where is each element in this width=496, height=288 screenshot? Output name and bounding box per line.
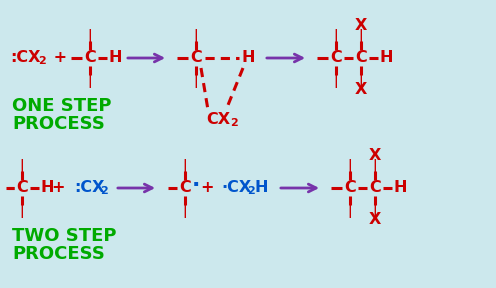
- Text: X: X: [355, 82, 367, 98]
- Text: TWO STEP: TWO STEP: [12, 227, 117, 245]
- Text: H: H: [40, 181, 54, 196]
- Text: |: |: [348, 204, 352, 217]
- Text: |: |: [183, 158, 187, 171]
- Text: C: C: [344, 181, 356, 196]
- Text: :CX: :CX: [10, 50, 41, 65]
- Text: 2: 2: [38, 56, 46, 66]
- Text: +: +: [48, 50, 67, 65]
- Text: C: C: [330, 50, 342, 65]
- Text: CX: CX: [206, 113, 230, 128]
- Text: X: X: [369, 213, 381, 228]
- Text: |: |: [88, 29, 92, 41]
- Text: |: |: [372, 158, 377, 171]
- Text: C: C: [84, 50, 96, 65]
- Text: |: |: [348, 158, 352, 171]
- Text: C: C: [355, 50, 367, 65]
- Text: 2: 2: [100, 186, 108, 196]
- Text: ·: ·: [192, 175, 200, 195]
- Text: |: |: [359, 29, 363, 41]
- Text: H: H: [393, 181, 407, 196]
- Text: |: |: [20, 158, 24, 171]
- Text: :CX: :CX: [74, 181, 105, 196]
- Text: H: H: [108, 50, 122, 65]
- Text: |: |: [193, 29, 198, 41]
- Text: ·CX: ·CX: [221, 181, 251, 196]
- Text: |: |: [372, 204, 377, 217]
- Text: H: H: [255, 181, 268, 196]
- Text: |: |: [20, 204, 24, 217]
- Text: C: C: [179, 181, 191, 196]
- Text: |: |: [334, 75, 338, 88]
- Text: ONE STEP: ONE STEP: [12, 97, 112, 115]
- Text: 2: 2: [230, 118, 238, 128]
- Text: +: +: [200, 181, 214, 196]
- Text: |: |: [88, 75, 92, 88]
- Text: |: |: [183, 204, 187, 217]
- Text: |: |: [334, 29, 338, 41]
- Text: PROCESS: PROCESS: [12, 115, 105, 133]
- Text: X: X: [369, 149, 381, 164]
- Text: C: C: [16, 181, 28, 196]
- Text: +: +: [51, 181, 65, 196]
- Text: |: |: [193, 75, 198, 88]
- Text: H: H: [379, 50, 393, 65]
- Text: 2: 2: [247, 186, 255, 196]
- Text: C: C: [190, 50, 202, 65]
- Text: H: H: [241, 50, 255, 65]
- Text: PROCESS: PROCESS: [12, 245, 105, 263]
- Text: |: |: [359, 75, 363, 88]
- Text: X: X: [355, 18, 367, 33]
- Text: C: C: [369, 181, 381, 196]
